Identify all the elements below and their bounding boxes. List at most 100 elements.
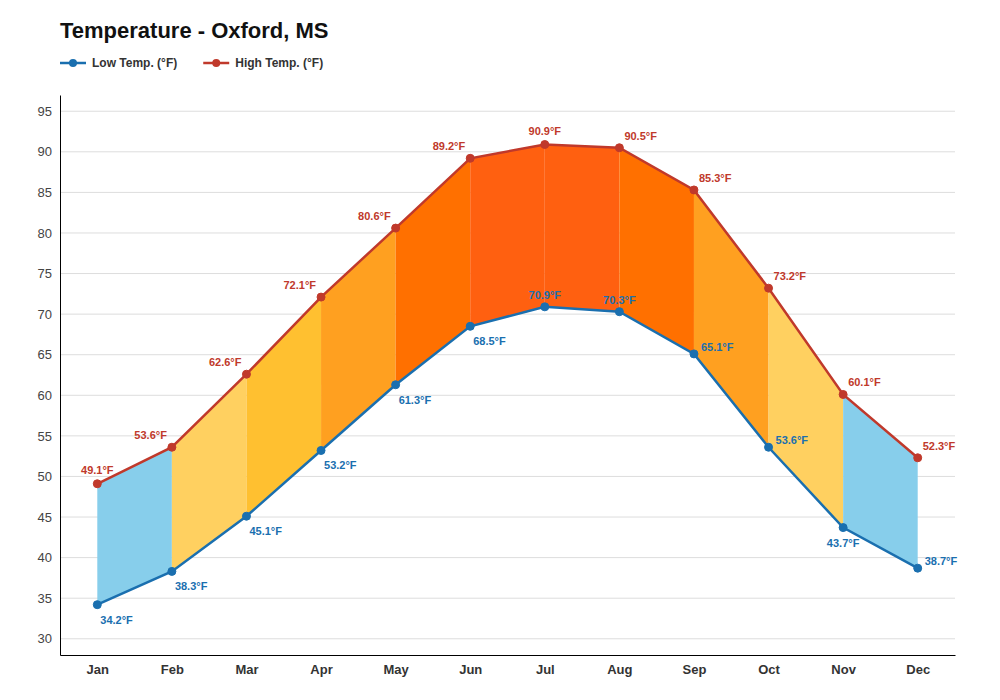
data-label: 72.1°F [284, 279, 317, 291]
chart-container: 3035404550556065707580859095JanFebMarApr… [0, 0, 1000, 700]
series-marker [914, 564, 922, 572]
y-tick: 90 [38, 144, 52, 159]
series-marker [615, 144, 623, 152]
x-tick-label: Nov [831, 662, 856, 677]
x-axis: Jan Feb Mar Apr May Jun Jul Aug Sep Oct Nov Dec [61, 656, 956, 678]
data-label: 70.3°F [603, 294, 636, 306]
series-marker [242, 370, 250, 378]
series-marker [914, 454, 922, 462]
series-marker [615, 308, 623, 316]
series-marker [690, 350, 698, 358]
x-tick-label: Mar [235, 662, 258, 677]
band-segment [619, 148, 694, 354]
series-marker [93, 601, 101, 609]
x-tick-label: Aug [607, 662, 632, 677]
x-tick-label: Dec [906, 662, 930, 677]
data-label: 38.7°F [925, 555, 958, 567]
y-tick-label: 40 [38, 550, 52, 565]
data-label: 53.2°F [324, 459, 357, 471]
data-label: 68.5°F [473, 335, 506, 347]
y-tick: 30 [38, 631, 52, 646]
series-markers [93, 303, 921, 609]
series-marker [317, 446, 325, 454]
series-marker [765, 443, 773, 451]
series-line [97, 145, 917, 484]
y-tick-label: 60 [38, 388, 52, 403]
series-markers [93, 141, 921, 488]
y-tick-label: 85 [38, 185, 52, 200]
data-label: 85.3°F [699, 172, 732, 184]
band-segment [694, 190, 769, 447]
x-tick-label: Jun [459, 662, 482, 677]
band-segment [769, 288, 844, 527]
grid-line [60, 111, 955, 112]
grid-line [60, 557, 955, 558]
x-axis-line [61, 655, 956, 656]
data-label: 53.6°F [776, 434, 809, 446]
series-marker [392, 381, 400, 389]
series-marker [690, 186, 698, 194]
y-tick: 65 [38, 347, 52, 362]
data-label: 49.1°F [81, 464, 114, 476]
grid-line [60, 638, 955, 639]
grid [60, 111, 955, 639]
y-tick-label: 90 [38, 144, 52, 159]
x-tick-label: May [383, 662, 409, 677]
y-tick: 45 [38, 510, 52, 525]
y-tick-label: 75 [38, 266, 52, 281]
data-label: 62.6°F [209, 356, 242, 368]
chart-svg: 3035404550556065707580859095JanFebMarApr… [0, 0, 1000, 700]
legend: Low Temp. (°F)High Temp. (°F) [60, 56, 323, 70]
data-label: 65.1°F [701, 341, 734, 353]
x-tick: Jun [459, 662, 482, 677]
x-tick: Jul [536, 662, 555, 677]
series-marker [466, 154, 474, 162]
y-tick: 50 [38, 469, 52, 484]
legend-swatch-marker [212, 59, 220, 67]
y-tick: 75 [38, 266, 52, 281]
series-marker [242, 512, 250, 520]
series-marker [839, 390, 847, 398]
data-label: 89.2°F [433, 140, 466, 152]
x-tick: Feb [161, 662, 184, 677]
x-tick-label: Feb [161, 662, 184, 677]
grid-line [60, 598, 955, 599]
y-tick-label: 35 [38, 591, 52, 606]
y-tick-label: 65 [38, 347, 52, 362]
y-tick-label: 45 [38, 510, 52, 525]
data-label: 43.7°F [827, 537, 860, 549]
x-tick: Apr [310, 662, 332, 677]
chart-title: Temperature - Oxford, MS [60, 18, 329, 43]
band [97, 145, 917, 605]
data-label: 52.3°F [923, 440, 956, 452]
band-segment [172, 374, 247, 571]
series-marker [168, 443, 176, 451]
data-label: 90.9°F [529, 125, 562, 137]
series-marker [93, 480, 101, 488]
x-tick: Jan [87, 662, 109, 677]
y-tick: 40 [38, 550, 52, 565]
y-tick: 35 [38, 591, 52, 606]
data-label: 60.1°F [848, 376, 881, 388]
data-label: 34.2°F [100, 614, 133, 626]
data-label: 45.1°F [249, 525, 282, 537]
series-marker [765, 284, 773, 292]
data-labels: 34.2°F38.3°F45.1°F53.2°F61.3°F68.5°F70.9… [81, 125, 957, 626]
data-label: 73.2°F [774, 270, 807, 282]
band-segment [545, 145, 620, 312]
data-label: 61.3°F [399, 394, 432, 406]
x-tick: Dec [906, 662, 930, 677]
series-marker [541, 141, 549, 149]
x-tick-label: Sep [683, 662, 707, 677]
series-line [97, 307, 917, 605]
series-marker [168, 567, 176, 575]
y-tick-label: 70 [38, 307, 52, 322]
x-tick-label: Jul [536, 662, 555, 677]
x-tick: Oct [758, 662, 780, 677]
x-tick: Sep [683, 662, 707, 677]
data-label: 70.9°F [529, 289, 562, 301]
series-marker [839, 524, 847, 532]
y-tick: 95 [38, 104, 52, 119]
y-tick: 70 [38, 307, 52, 322]
y-tick-label: 95 [38, 104, 52, 119]
